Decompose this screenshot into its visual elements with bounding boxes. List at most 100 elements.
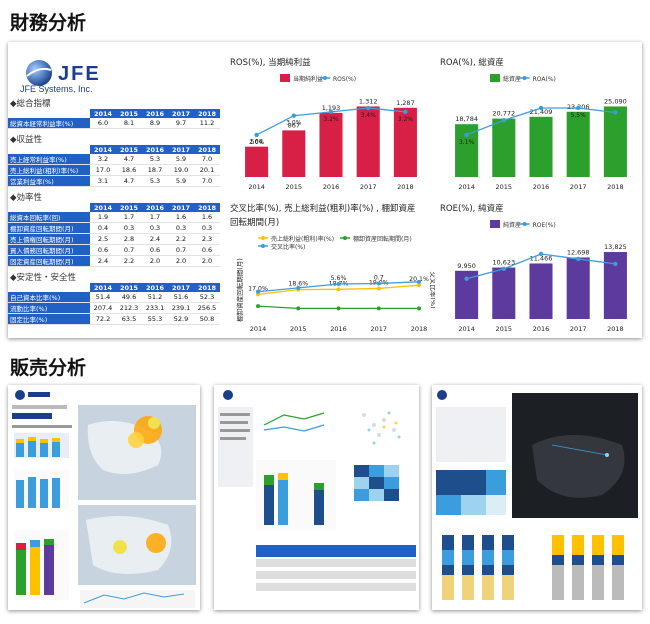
kpi-value: 2.2 [116, 255, 142, 267]
sales-dashboard-product-view [218, 390, 416, 591]
kpi-row: 営業利益率(%) 3.1 4.7 5.3 5.9 7.0 [8, 175, 220, 187]
kpi-tables: ◆総合指標 2014 2015 2016 2017 2018 総資本経常利益率(%) 6.0 8… [8, 97, 236, 337]
legend-label: ROE(%) [533, 222, 556, 229]
line-point [417, 306, 421, 311]
x-tick-label: 2017 [570, 183, 587, 191]
kpi-row-label: 棚卸資産回転期間(月) [8, 222, 90, 234]
legend-marker [522, 222, 527, 226]
sales-thumbnail-2[interactable] [214, 385, 419, 610]
kpi-year-header: 2014 [90, 145, 116, 154]
jfe-logo-text: JFE [58, 63, 101, 85]
kpi-value: 239.1 [168, 302, 194, 314]
bar [393, 107, 417, 177]
kpi-value: 3.1 [90, 175, 116, 187]
line-point [376, 286, 381, 291]
kpi-value: 3.2 [90, 154, 116, 165]
legend-label: 棚卸資産回転期間(月) [353, 235, 412, 243]
x-tick-label: 2015 [496, 325, 513, 333]
kpi-year-header: 2014 [90, 203, 116, 212]
line-point [256, 289, 260, 294]
line-point [501, 118, 506, 123]
kpi-row: 買入債務回転期間(月) 0.6 0.7 0.6 0.7 0.6 [8, 244, 220, 256]
line-point [417, 279, 421, 284]
line-point [366, 105, 371, 111]
kpi-value: 2.4 [142, 233, 168, 245]
legend-label: 純資産 [503, 221, 521, 229]
x-tick-label: 2015 [290, 325, 307, 333]
jfe-logo: JFE JFE Systems, Inc. [20, 54, 110, 94]
kpi-value: 2.8 [116, 233, 142, 245]
kpi-value: 2.4 [90, 255, 116, 267]
kpi-value: 1.7 [142, 212, 168, 223]
kpi-table: 2014 2015 2016 2017 2018 総資本回転率(回) 1.9 1.7 1.7 1.… [8, 203, 220, 267]
legend-marker [323, 76, 327, 80]
kpi-row-label: 総資本経常利益率(%) [8, 118, 90, 129]
sales-thumbnail-1[interactable] [8, 385, 200, 610]
kpi-row-label: 固定比率(%) [8, 313, 90, 325]
line-point [538, 251, 544, 257]
line-value-label: 18.6% [288, 281, 308, 288]
kpi-value: 52.9 [168, 313, 194, 325]
kpi-value: 0.3 [168, 222, 194, 234]
x-tick-label: 2014 [458, 325, 475, 333]
bar [455, 270, 479, 319]
bar [603, 106, 627, 177]
sales-thumbnail-3[interactable] [432, 385, 642, 610]
line-point [376, 306, 381, 311]
legend-label: 当期純利益 [293, 75, 323, 83]
kpi-value: 0.3 [194, 222, 220, 234]
kpi-value: 0.7 [168, 244, 194, 256]
kpi-value: 0.6 [142, 244, 168, 256]
kpi-value: 19.0 [168, 164, 194, 176]
line-point [296, 306, 301, 311]
kpi-value: 4.7 [116, 175, 142, 187]
x-tick-label: 2014 [248, 183, 265, 191]
kpi-value: 20.1 [194, 164, 220, 176]
ros-chart-title: ROS(%), 当期純利益 [230, 58, 311, 68]
kpi-row-label: 買入債務回転期間(月) [8, 244, 90, 256]
jfe-logo-subtitle: JFE Systems, Inc. [20, 84, 93, 94]
y-axis-label: 棚卸資産回転期間(月) [235, 258, 244, 322]
y2-axis-label: 交叉比率(%) [429, 271, 435, 308]
kpi-value: 55.3 [142, 313, 168, 325]
line-value-label: 3.0% [286, 120, 302, 127]
kpi-group-title: ◆総合指標 [10, 99, 51, 109]
kpi-table: 2014 2015 2016 2017 2018 自己資本比率(%) 51.4 49.6 51.… [8, 283, 220, 325]
kpi-group-title: ◆安定性・安全性 [10, 273, 77, 283]
bar-value-label: 25,090 [604, 97, 627, 105]
kpi-row: 棚卸資産回転期間(月) 0.4 0.3 0.3 0.3 0.3 [8, 222, 220, 234]
kpi-year-header: 2016 [142, 145, 168, 154]
bar [455, 124, 479, 177]
kpi-value: 18.7 [142, 164, 168, 176]
kpi-value: 4.7 [116, 154, 142, 165]
kpi-row: 売上経常利益率(%) 3.2 4.7 5.3 5.9 7.0 [8, 154, 220, 165]
line-point [576, 105, 581, 111]
kpi-row: 総資本経常利益率(%) 6.0 8.1 8.9 9.7 11.2 [8, 118, 220, 129]
kpi-year-header: 2017 [168, 283, 194, 292]
legend-label: ROS(%) [333, 76, 356, 83]
legend-label: ROA(%) [533, 76, 556, 83]
kpi-value: 63.5 [116, 313, 142, 325]
line-point [464, 132, 469, 138]
kpi-year-header: 2018 [194, 283, 220, 292]
line-value-label: 2.0% [249, 139, 265, 146]
x-tick-label: 2014 [250, 325, 267, 333]
legend-marker [261, 236, 265, 240]
x-tick-label: 2018 [397, 183, 414, 191]
kpi-value: 0.6 [90, 244, 116, 256]
line-point [576, 256, 581, 262]
sales-dashboard-map-view [12, 390, 196, 608]
kpi-year-header: 2018 [194, 203, 220, 212]
kpi-value: 0.7 [116, 244, 142, 256]
line-value-label: 17.0% [248, 285, 268, 292]
x-tick-label: 2015 [286, 183, 303, 191]
kpi-value: 2.2 [168, 233, 194, 245]
bar-value-label: 10,623 [492, 259, 515, 267]
bar-value-label: 13,825 [604, 243, 627, 251]
kpi-year-header: 2016 [142, 283, 168, 292]
bar [356, 106, 380, 177]
line-point [256, 304, 260, 309]
line-point [464, 276, 469, 281]
kpi-value: 18.6 [116, 164, 142, 176]
x-tick-label: 2014 [458, 183, 475, 191]
